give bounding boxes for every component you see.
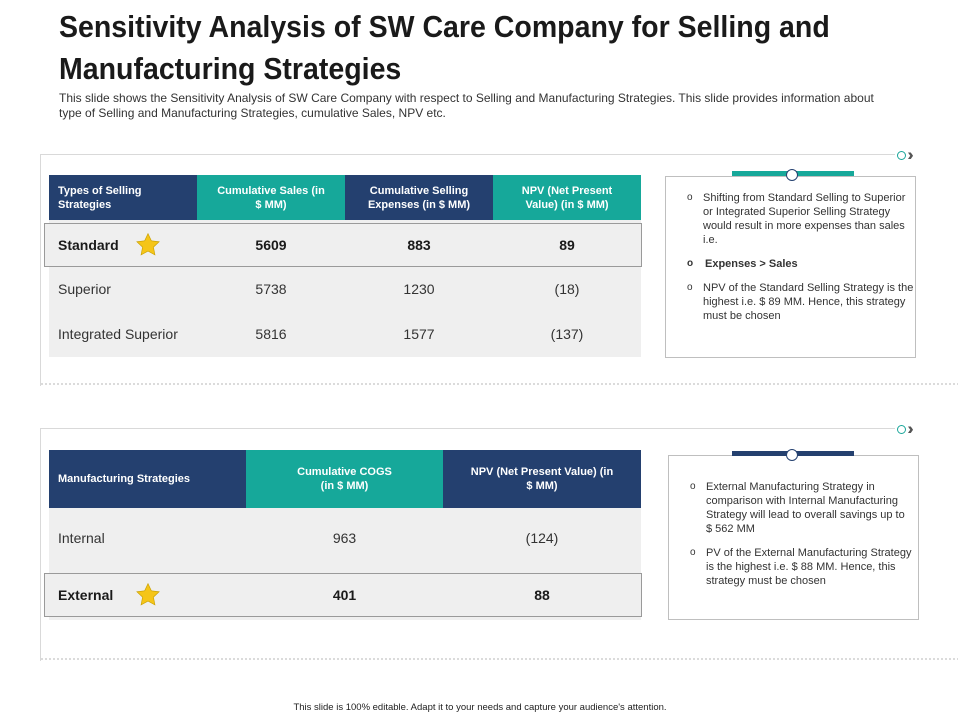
row-name: Internal bbox=[58, 530, 105, 546]
header-label: NPV (Net Present Value) (in $ MM) bbox=[521, 184, 613, 211]
star-icon bbox=[136, 582, 160, 606]
row-expenses: 1577 bbox=[403, 326, 435, 342]
row-cogs: 401 bbox=[332, 587, 357, 603]
table-row: Internal 963 (124) bbox=[0, 516, 960, 560]
header-npv: NPV (Net Present Value) (in $ MM) bbox=[493, 175, 641, 220]
page-title: Sensitivity Analysis of SW Care Company … bbox=[59, 9, 830, 86]
footer-note: This slide is 100% editable. Adapt it to… bbox=[293, 702, 667, 713]
row-cogs: 963 bbox=[332, 530, 357, 546]
note-dot bbox=[786, 449, 798, 461]
row-npv: (137) bbox=[550, 326, 584, 342]
selling-notes: Shifting from Standard Selling to Superi… bbox=[687, 191, 915, 333]
header-cumulative-sales: Cumulative Sales (in $ MM) bbox=[197, 175, 345, 220]
section-frame-left bbox=[40, 154, 41, 386]
note-dot bbox=[786, 169, 798, 181]
header-label: Cumulative COGS (in $ MM) bbox=[297, 466, 392, 492]
star-icon bbox=[136, 232, 160, 256]
row-expenses: 883 bbox=[407, 237, 431, 253]
row-expenses: 1230 bbox=[403, 281, 435, 297]
table-row: Integrated Superior 5816 1577 (137) bbox=[0, 313, 960, 355]
chevron-arrows-icon: ››› bbox=[897, 420, 914, 437]
header-label: Manufacturing Strategies bbox=[58, 473, 191, 485]
section-frame-left bbox=[40, 428, 41, 661]
row-npv: (124) bbox=[525, 530, 559, 546]
header-label: NPV (Net Present Value) (in $ MM) bbox=[470, 466, 614, 492]
row-sales: 5816 bbox=[255, 326, 287, 342]
row-sales: 5609 bbox=[255, 237, 287, 253]
note-item: NPV of the Standard Selling Strategy is … bbox=[687, 281, 915, 323]
section-frame-top bbox=[40, 154, 895, 155]
row-name: Superior bbox=[58, 281, 111, 297]
header-label: Cumulative Selling Expenses (in $ MM) bbox=[367, 184, 471, 211]
table-row: Superior 5738 1230 (18) bbox=[0, 268, 960, 310]
row-name: External bbox=[58, 587, 114, 603]
note-item: PV of the External Manufacturing Strateg… bbox=[690, 546, 912, 588]
header-npv: NPV (Net Present Value) (in $ MM) bbox=[443, 450, 641, 508]
header-label: Types of Selling Strategies bbox=[58, 184, 142, 211]
chevron-arrows-icon: ››› bbox=[897, 146, 914, 163]
row-npv: (18) bbox=[554, 281, 580, 297]
header-cumulative-cogs: Cumulative COGS (in $ MM) bbox=[246, 450, 443, 508]
manufacturing-notes: External Manufacturing Strategy in compa… bbox=[690, 480, 912, 598]
section-frame-top bbox=[40, 428, 895, 429]
header-manufacturing-type: Manufacturing Strategies bbox=[49, 450, 246, 508]
header-selling-type: Types of Selling Strategies bbox=[49, 175, 197, 220]
row-npv: 88 bbox=[534, 587, 550, 603]
note-item: External Manufacturing Strategy in compa… bbox=[690, 480, 912, 536]
note-item: Shifting from Standard Selling to Superi… bbox=[687, 191, 915, 247]
header-label: Cumulative Sales (in $ MM) bbox=[217, 184, 325, 211]
dotted-divider bbox=[40, 657, 958, 661]
table-row: Standard 5609 883 89 bbox=[0, 223, 960, 267]
row-npv: 89 bbox=[559, 237, 575, 253]
page-subtitle: This slide shows the Sensitivity Analysi… bbox=[59, 91, 874, 120]
note-item: Expenses > Sales bbox=[687, 257, 915, 271]
dotted-divider bbox=[40, 382, 958, 386]
row-name: Standard bbox=[58, 237, 119, 253]
table-row: External 401 88 bbox=[0, 573, 960, 617]
row-name: Integrated Superior bbox=[58, 326, 178, 342]
header-selling-expenses: Cumulative Selling Expenses (in $ MM) bbox=[345, 175, 493, 220]
row-sales: 5738 bbox=[255, 281, 287, 297]
